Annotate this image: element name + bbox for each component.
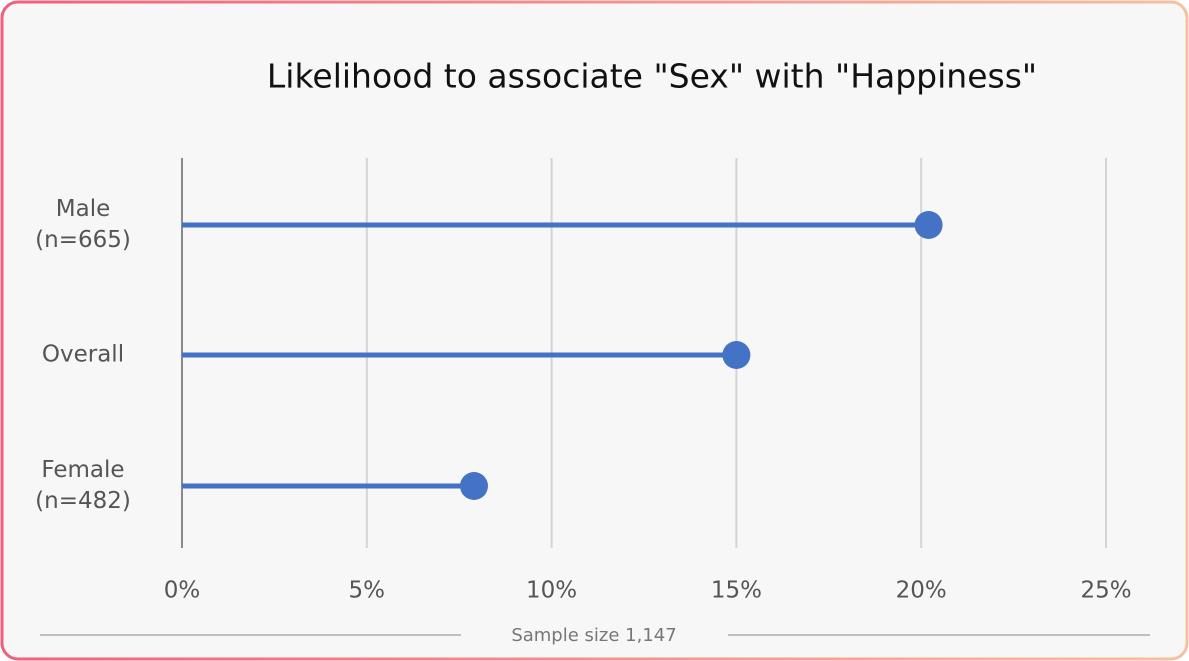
x-tick-label: 5% <box>349 578 386 604</box>
x-tick-label: 0% <box>164 578 201 604</box>
x-tick-label: 10% <box>526 578 577 604</box>
lollipop-dot <box>722 341 751 369</box>
chart-title: Likelihood to associate "Sex" with "Happ… <box>267 57 1037 96</box>
y-tick-label: Male (n=665) <box>35 196 131 253</box>
x-tick-label: 20% <box>896 578 947 604</box>
y-tick-label: Overall <box>41 341 125 368</box>
x-tick-label: 25% <box>1080 578 1131 604</box>
lollipop-dot <box>459 472 488 500</box>
y-tick-label: Female (n=482) <box>35 457 131 514</box>
lollipop-dot <box>914 211 943 239</box>
footnote: Sample size 1,147 <box>511 625 676 646</box>
x-tick-label: 15% <box>711 578 762 604</box>
